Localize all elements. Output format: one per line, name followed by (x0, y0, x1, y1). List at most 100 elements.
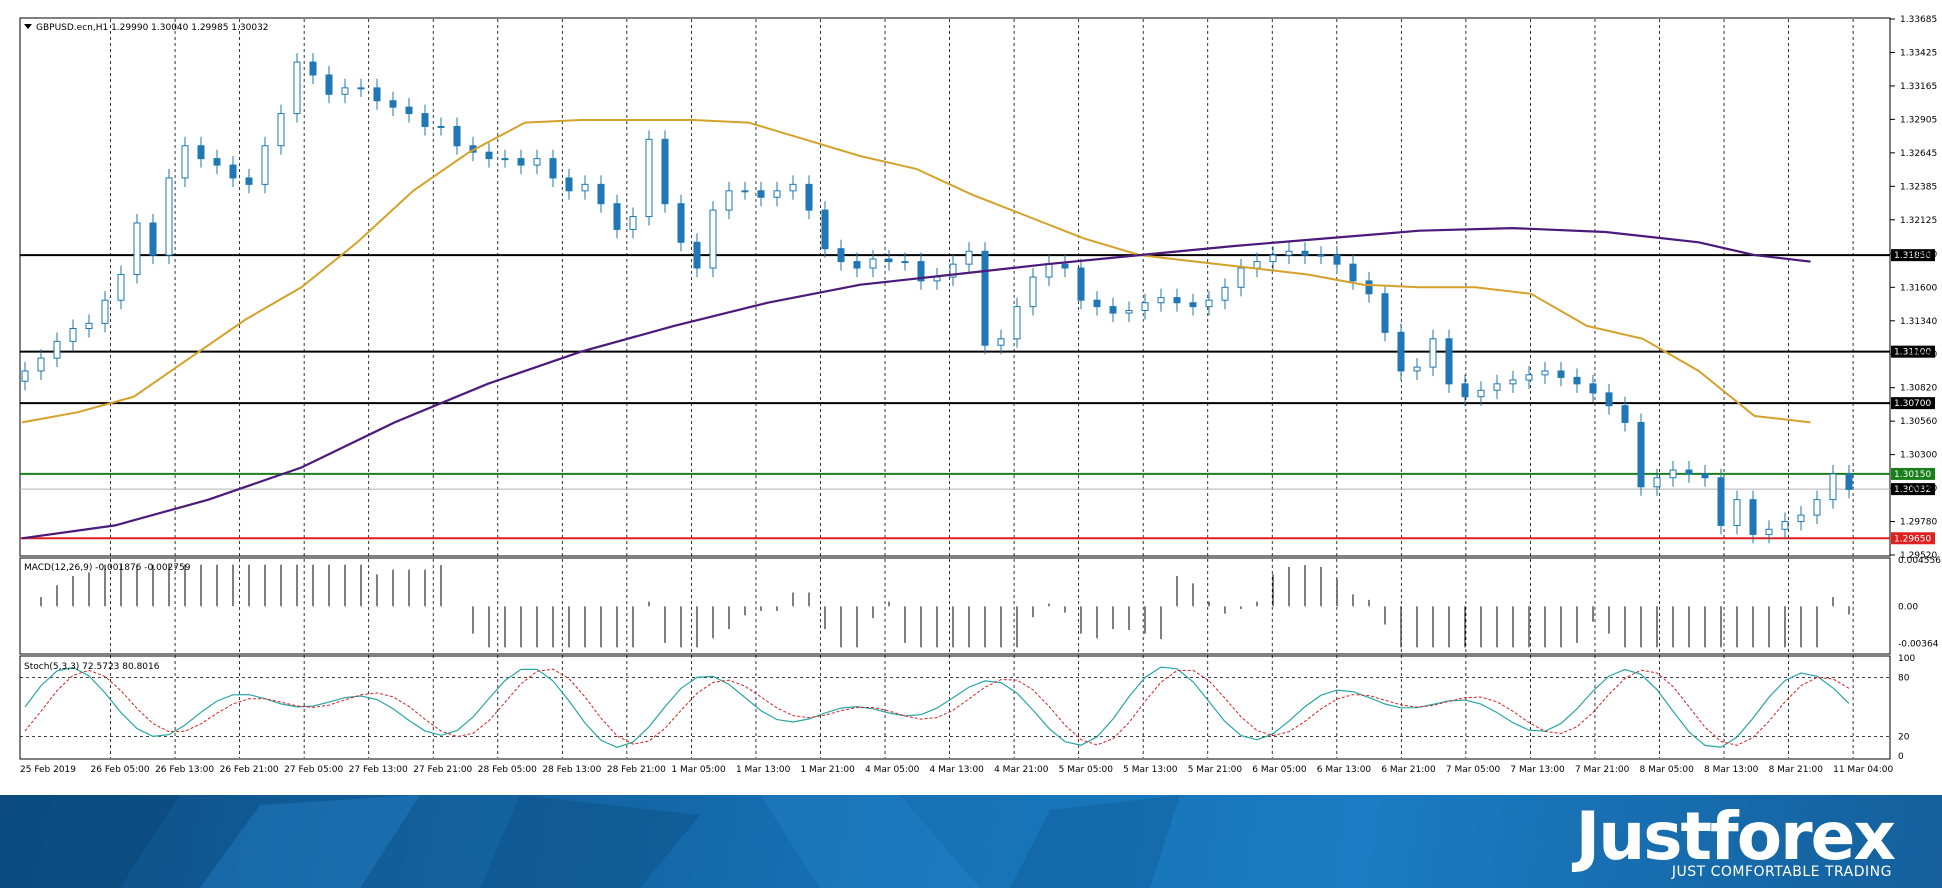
current-price-box (1891, 483, 1935, 496)
candle-bear (485, 151, 493, 160)
price-tick-label: 1.33165 (1900, 82, 1937, 92)
time-tick-label: 7 Mar 21:00 (1575, 765, 1630, 775)
level-label: 1.30150 (1894, 470, 1931, 480)
time-tick-label: 26 Feb 05:00 (91, 765, 150, 775)
price-tick-label: 1.32125 (1900, 216, 1937, 226)
candle-bull (1813, 499, 1821, 516)
price-tick-label: 1.30040 (1900, 484, 1937, 494)
time-tick-label: 7 Mar 05:00 (1446, 765, 1501, 775)
stoch-indicator: 100 80 20 0 (20, 654, 1915, 762)
level-label-box (1891, 249, 1935, 262)
price-tick-label: 1.31340 (1900, 317, 1937, 327)
candle-bear (1333, 254, 1341, 265)
candle-bear (1061, 263, 1069, 269)
time-tick-label: 5 Mar 05:00 (1059, 765, 1114, 775)
candle-bear (1093, 299, 1101, 308)
candle-bear (837, 248, 845, 263)
candle-bear (1749, 499, 1757, 535)
time-tick-label: 27 Feb 21:00 (413, 765, 472, 775)
time-tick-label: 6 Mar 21:00 (1381, 765, 1436, 775)
candle-bear (853, 261, 861, 269)
candle-bear (693, 241, 701, 269)
time-tick-label: 8 Mar 05:00 (1640, 765, 1695, 775)
level-label: 1.31850 (1894, 251, 1931, 261)
time-tick-label: 25 Feb 2019 (20, 765, 76, 775)
candle-bear (1845, 473, 1853, 490)
candle-bull (357, 87, 365, 90)
candle-bear (981, 250, 989, 346)
candle-bull (21, 370, 29, 382)
footer-decoration (0, 795, 1180, 888)
candle-bull (1765, 528, 1773, 535)
candle-bull (101, 299, 109, 324)
candle-bull (181, 145, 189, 179)
candle-bull (1669, 469, 1677, 479)
price-axis: 1.33685 1.33425 1.33165 1.32905 1.32645 1.323… (1890, 15, 1937, 561)
candle-bull (533, 158, 541, 166)
candle-bear (149, 222, 157, 256)
price-tick-label: 1.33425 (1900, 48, 1937, 58)
candle-bear (885, 258, 893, 263)
level-label-box (1891, 467, 1935, 480)
candle-bull (1525, 374, 1533, 381)
macd-tick-label: 0.00 (1898, 602, 1918, 612)
candle-bull (277, 113, 285, 147)
candle-bear (197, 145, 205, 160)
level-label-box (1891, 345, 1935, 358)
candle-bear (1621, 405, 1629, 423)
candle-bear (661, 138, 669, 205)
candle-bull (53, 340, 61, 359)
candle-bear (1557, 370, 1565, 378)
stoch-tick-label: 0 (1898, 752, 1904, 762)
candle-bear (453, 125, 461, 147)
candle-bear (405, 106, 413, 115)
price-tick-label: 1.32645 (1900, 149, 1937, 159)
candle-bull (1141, 302, 1149, 311)
time-tick-label: 4 Mar 21:00 (994, 765, 1049, 775)
time-tick-label: 26 Feb 21:00 (220, 765, 279, 775)
stoch-panel-frame (19, 655, 1891, 760)
time-tick-label: 1 Mar 05:00 (671, 765, 726, 775)
price-chart: 1.31850 1.31100 1.30700 1.30150 1.29650 1.300… (19, 15, 1942, 775)
candle-bear (565, 177, 573, 192)
macd-panel-frame (19, 557, 1891, 655)
time-tick-label: 28 Feb 05:00 (478, 765, 537, 775)
candle-bull (629, 216, 637, 230)
candle-bull (1125, 309, 1133, 314)
price-tick-label: 1.31080 (1900, 350, 1937, 360)
current-price-label: 1.30032 (1894, 485, 1931, 495)
time-tick-label: 4 Mar 13:00 (930, 765, 985, 775)
time-tick-label: 4 Mar 05:00 (865, 765, 920, 775)
stoch-tick-label: 20 (1898, 732, 1910, 742)
candle-bull (69, 328, 77, 342)
candle-bull (1413, 366, 1421, 372)
candle-bull (725, 190, 733, 211)
chart-menu-icon[interactable] (24, 24, 32, 29)
time-tick-label: 8 Mar 13:00 (1704, 765, 1759, 775)
candle-bear (325, 74, 333, 95)
candle-bear (805, 183, 813, 211)
brand-footer: Justforex JUST COMFORTABLE TRADING (0, 795, 1942, 888)
time-tick-label: 1 Mar 13:00 (736, 765, 791, 775)
moving-averages (21, 119, 1811, 540)
candle-bull (1829, 473, 1837, 501)
horizontal-levels: 1.31850 1.31100 1.30700 1.30150 1.29650 1.300… (20, 249, 1935, 545)
candle-bear (597, 183, 605, 205)
candle-bull (1013, 306, 1021, 340)
candle-bull (1237, 267, 1245, 288)
candle-bear (1573, 376, 1581, 385)
candle-bull (1253, 261, 1261, 269)
candle-bull (37, 357, 45, 372)
candle-bear (757, 190, 765, 198)
time-tick-label: 27 Feb 05:00 (284, 765, 343, 775)
price-tick-label: 1.30820 (1900, 384, 1937, 394)
candle-bull (789, 183, 797, 192)
candle-bear (1365, 280, 1373, 295)
time-axis: 25 Feb 2019 26 Feb 05:00 26 Feb 13:00 26 Fe… (20, 765, 1893, 775)
time-tick-label: 1 Mar 21:00 (800, 765, 855, 775)
candle-bull (1429, 338, 1437, 368)
candle-bear (917, 261, 925, 282)
candle-bear (1717, 477, 1725, 526)
level-label: 1.31100 (1894, 348, 1931, 358)
level-label: 1.30700 (1894, 399, 1931, 409)
